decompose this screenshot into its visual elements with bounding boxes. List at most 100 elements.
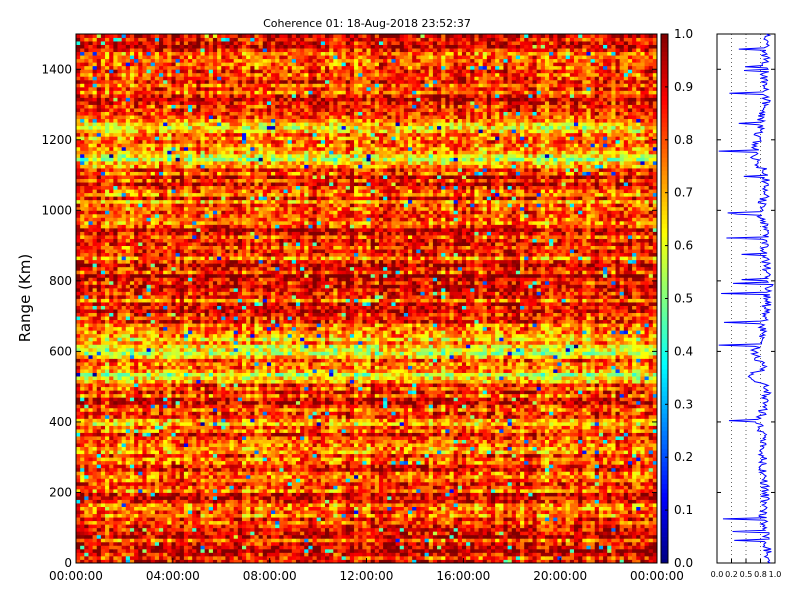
heatmap-cell: [333, 548, 338, 553]
heatmap-cell: [408, 453, 413, 458]
heatmap-cell: [370, 453, 376, 458]
heatmap-cell: [561, 485, 567, 490]
heatmap-cell: [262, 457, 268, 462]
heatmap-cell: [175, 446, 181, 451]
heatmap-cell: [482, 534, 488, 539]
heatmap-cell: [598, 531, 604, 536]
heatmap-cell: [399, 439, 405, 444]
heatmap-cell: [329, 443, 334, 448]
heatmap-cell: [565, 548, 571, 553]
heatmap-cell: [557, 541, 562, 546]
heatmap-cell: [503, 531, 508, 536]
heatmap-cell: [266, 436, 272, 440]
heatmap-cell: [192, 524, 197, 529]
heatmap-cell: [437, 450, 442, 455]
heatmap-cell: [482, 559, 488, 564]
heatmap-cell: [474, 450, 479, 455]
heatmap-cell: [279, 478, 284, 483]
heatmap-cell: [536, 538, 542, 543]
heatmap-cell: [325, 559, 330, 564]
heatmap-cell: [80, 559, 85, 564]
heatmap-cell: [615, 457, 621, 462]
heatmap-cell: [441, 467, 446, 472]
heatmap-cell: [557, 552, 562, 557]
heatmap-cell: [449, 467, 455, 472]
heatmap-cell: [619, 478, 625, 483]
heatmap-cell: [217, 541, 222, 546]
heatmap-cell: [644, 548, 650, 553]
heatmap-cell: [287, 443, 293, 448]
heatmap-cell: [233, 439, 239, 444]
heatmap-cell: [632, 541, 637, 546]
heatmap-cell: [129, 457, 135, 462]
heatmap-cell: [441, 506, 446, 511]
heatmap-cell: [221, 436, 226, 440]
heatmap-cell: [524, 520, 529, 525]
heatmap-cell: [627, 481, 633, 486]
heatmap-cell: [495, 495, 500, 500]
heatmap-cell: [603, 520, 608, 525]
heatmap-cell: [125, 517, 131, 522]
heatmap-cell: [113, 524, 118, 529]
heatmap-cell: [536, 527, 542, 532]
heatmap-cell: [598, 538, 604, 543]
heatmap-cell: [578, 495, 583, 500]
heatmap-cell: [424, 527, 430, 532]
heatmap-cell: [200, 545, 206, 550]
heatmap-cell: [532, 460, 538, 465]
heatmap-cell: [524, 513, 529, 518]
heatmap-cell: [221, 464, 226, 469]
heatmap-cell: [113, 545, 118, 550]
heatmap-cell: [603, 548, 608, 553]
heatmap-cell: [196, 446, 201, 451]
heatmap-cell: [76, 541, 81, 546]
heatmap-cell: [495, 555, 500, 560]
heatmap-cell: [603, 492, 608, 497]
heatmap-cell: [287, 464, 293, 469]
heatmap-cell: [105, 450, 110, 455]
heatmap-cell: [329, 513, 334, 518]
heatmap-cell: [80, 552, 85, 557]
heatmap-cell: [96, 527, 102, 532]
heatmap-cell: [598, 545, 604, 550]
heatmap-cell: [345, 453, 351, 458]
heatmap-cell: [623, 513, 629, 518]
heatmap-cell: [80, 439, 85, 444]
heatmap-cell: [84, 474, 89, 479]
heatmap-cell: [337, 510, 342, 515]
heatmap-cell: [598, 443, 604, 448]
heatmap-cell: [366, 555, 372, 560]
heatmap-cell: [590, 531, 596, 536]
heatmap-cell: [507, 499, 513, 504]
heatmap-cell: [337, 450, 342, 455]
heatmap-cell: [167, 541, 172, 546]
heatmap-cell: [154, 517, 160, 522]
heatmap-cell: [109, 460, 114, 465]
heatmap-cell: [100, 481, 106, 486]
heatmap-cell: [553, 510, 558, 515]
heatmap-cell: [619, 474, 625, 479]
heatmap-cell: [378, 457, 384, 462]
heatmap-cell: [515, 471, 521, 476]
heatmap-cell: [254, 555, 259, 560]
heatmap-cell: [466, 503, 471, 507]
heatmap-cell: [594, 443, 600, 448]
heatmap-cell: [291, 510, 297, 515]
heatmap-cell: [179, 495, 185, 500]
heatmap-cell: [627, 471, 633, 476]
heatmap-cell: [188, 538, 193, 543]
heatmap-cell: [611, 548, 616, 553]
heatmap-cell: [408, 545, 413, 550]
heatmap-cell: [217, 531, 222, 536]
heatmap-cell: [453, 495, 459, 500]
heatmap-cell: [175, 485, 181, 490]
heatmap-cell: [175, 488, 181, 493]
heatmap-cell: [142, 545, 147, 550]
heatmap-cell: [100, 524, 106, 529]
heatmap-cell: [619, 513, 625, 518]
heatmap-cell: [146, 524, 152, 529]
heatmap-cell: [598, 506, 604, 511]
heatmap-cell: [420, 478, 425, 483]
heatmap-cell: [354, 517, 359, 522]
heatmap-cell: [283, 450, 289, 455]
